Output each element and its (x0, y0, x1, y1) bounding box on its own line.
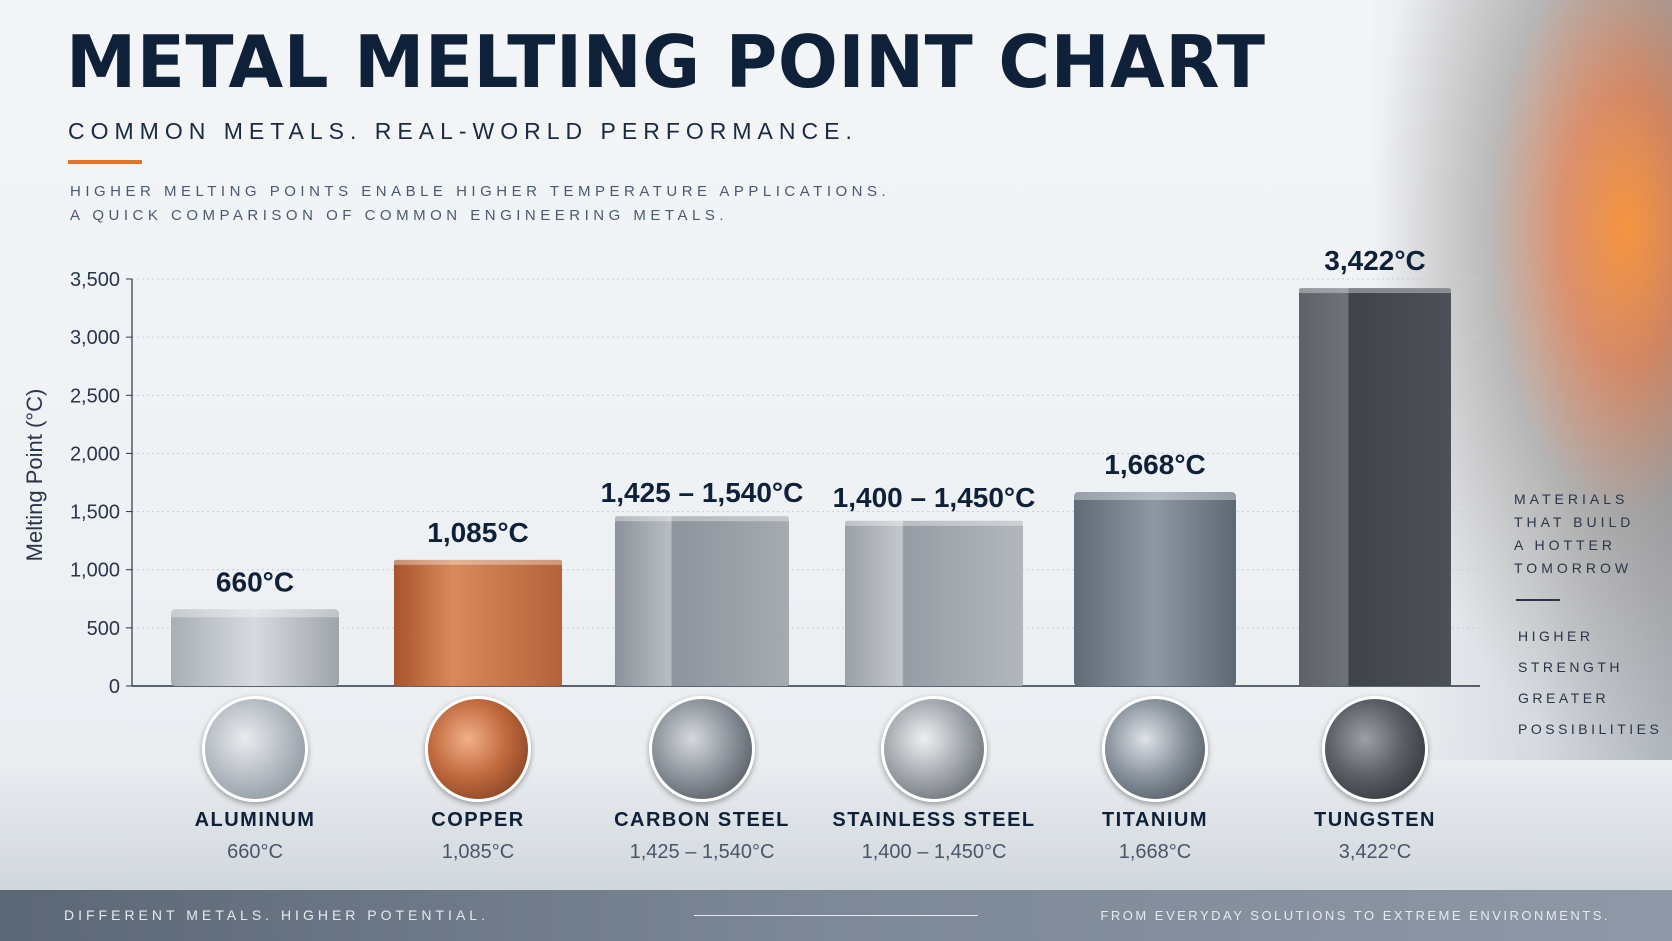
data-label: 3,422°C (1324, 245, 1426, 276)
metal-range-label: 1,668°C (1118, 841, 1192, 863)
intro-line-2: A QUICK COMPARISON OF COMMON ENGINEERING… (70, 207, 728, 224)
metal-name-label: ALUMINUM (194, 809, 316, 831)
bar-top-highlight (1299, 288, 1451, 294)
bar-stainless-steel (845, 520, 1023, 686)
metal-name-label: COPPER (431, 809, 525, 831)
metal-range-label: 1,425 – 1,540°C (629, 841, 775, 863)
y-tick-label: 2,000 (70, 443, 120, 465)
intro-line-1: HIGHER MELTING POINTS ENABLE HIGHER TEMP… (70, 183, 891, 200)
metal-name-label: TUNGSTEN (1314, 809, 1436, 831)
stainless-plates-icon (881, 696, 987, 802)
data-label: 1,668°C (1104, 449, 1206, 480)
footer-right-text: FROM EVERYDAY SOLUTIONS TO EXTREME ENVIR… (1100, 908, 1610, 923)
titanium-rods-icon (1102, 696, 1208, 802)
bar-titanium (1074, 492, 1236, 686)
side-line-1: MATERIALS (1514, 491, 1629, 507)
y-axis-label: Melting Point (°C) (22, 389, 47, 562)
bar-carbon-steel (615, 516, 789, 686)
aluminum-ingot-icon (202, 696, 308, 802)
side-tag-1: HIGHER (1518, 628, 1594, 644)
y-tick-label: 1,000 (70, 560, 120, 582)
metal-range-label: 3,422°C (1338, 841, 1412, 863)
page-title: METAL MELTING POINT CHART (66, 20, 1266, 104)
metal-name-label: CARBON STEEL (614, 809, 790, 831)
metal-name-label: TITANIUM (1101, 809, 1209, 831)
bar-top-highlight (615, 516, 789, 522)
y-tick-label: 3,000 (70, 327, 120, 349)
side-line-2: THAT BUILD (1514, 514, 1635, 530)
side-line-4: TOMORROW (1514, 560, 1633, 576)
bar-top-highlight (394, 559, 562, 565)
data-label: 1,400 – 1,450°C (833, 482, 1036, 513)
metal-range-label: 1,085°C (441, 841, 515, 863)
side-tag-4: POSSIBILITIES (1518, 721, 1663, 737)
side-divider (1516, 599, 1560, 601)
y-tick-label: 2,500 (70, 385, 120, 407)
side-line-3: A HOTTER (1514, 537, 1617, 553)
y-tick-label: 1,500 (70, 502, 120, 524)
bar-tungsten (1299, 288, 1451, 686)
bar-copper (394, 559, 562, 686)
data-label: 1,085°C (427, 517, 529, 548)
metal-range-label: 1,400 – 1,450°C (861, 841, 1007, 863)
copper-bars-icon (425, 696, 531, 802)
bar-aluminum (171, 609, 339, 686)
y-tick-label: 500 (87, 618, 120, 640)
bar-top-highlight (1074, 492, 1236, 501)
side-tag-3: GREATER (1518, 690, 1610, 706)
tungsten-block-icon (1322, 696, 1428, 802)
footer-bar: DIFFERENT METALS. HIGHER POTENTIAL. FROM… (0, 890, 1672, 941)
bar-top-highlight (171, 609, 339, 618)
y-tick-label: 3,500 (70, 269, 120, 291)
steel-bars-icon (649, 696, 755, 802)
accent-divider (68, 160, 142, 164)
footer-divider (694, 915, 978, 916)
data-label: 1,425 – 1,540°C (601, 477, 804, 508)
y-tick-label: 0 (109, 676, 120, 698)
metal-name-label: STAINLESS STEEL (832, 809, 1036, 831)
data-label: 660°C (216, 566, 294, 597)
metal-range-label: 660°C (227, 841, 283, 863)
page-subtitle: COMMON METALS. REAL-WORLD PERFORMANCE. (68, 118, 858, 144)
footer-left-text: DIFFERENT METALS. HIGHER POTENTIAL. (64, 907, 489, 923)
side-tag-2: STRENGTH (1518, 659, 1623, 675)
bar-top-highlight (845, 520, 1023, 526)
